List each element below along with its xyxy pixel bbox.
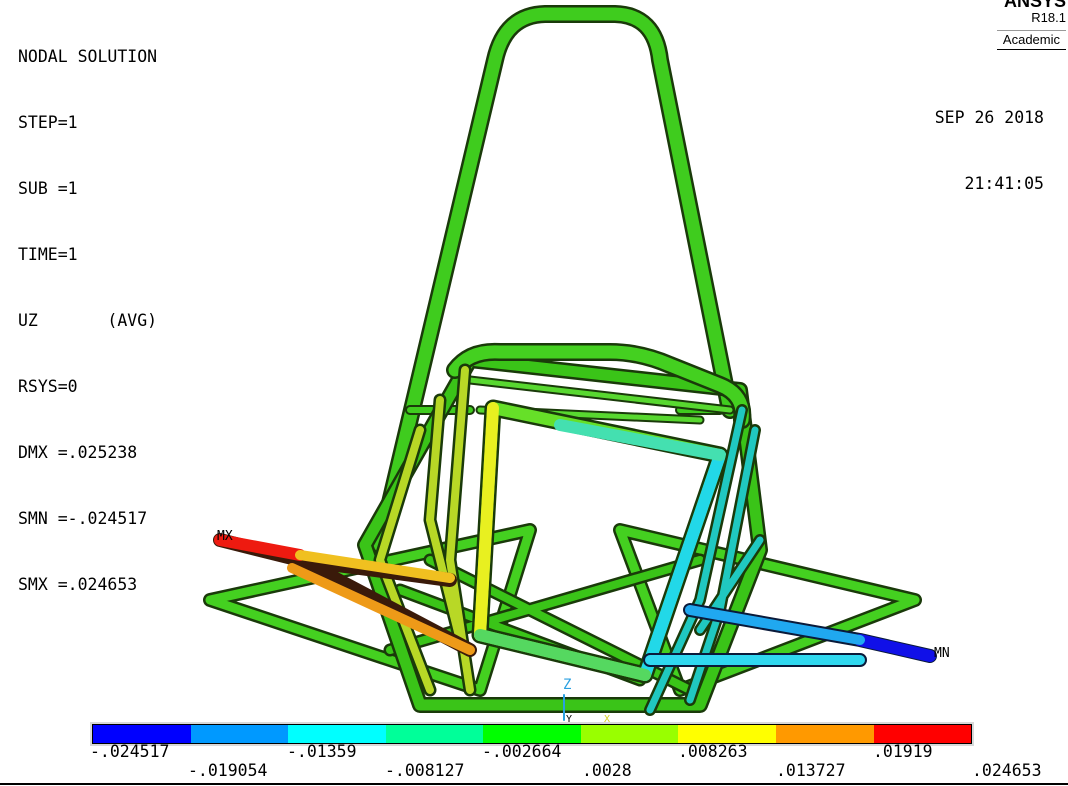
legend-label: -.008127 — [385, 761, 465, 780]
max-marker: MX — [217, 529, 233, 544]
info-step: STEP=1 — [18, 113, 78, 132]
legend-tick-labels: -.024517 -.01359 -.002664 .008263 .01919… — [0, 742, 1068, 782]
edition-badge: Academic — [996, 30, 1066, 50]
bottom-border — [0, 783, 1068, 785]
legend-swatch — [483, 725, 581, 743]
date-label: SEP 26 2018 — [934, 108, 1044, 127]
legend-label: .0028 — [582, 761, 632, 780]
info-smx: SMX =.024653 — [18, 575, 138, 594]
legend-label: .013727 — [776, 761, 846, 780]
legend-swatch — [678, 725, 776, 743]
legend-label: -.019054 — [188, 761, 268, 780]
legend-swatch — [288, 725, 386, 743]
legend-label: -.024517 — [90, 742, 170, 761]
info-time: TIME=1 — [18, 245, 78, 264]
info-sub: SUB =1 — [18, 179, 78, 198]
info-result: UZ (AVG) — [18, 311, 158, 330]
axis-y-label: Y — [566, 714, 572, 725]
axis-z-label: Z — [563, 677, 571, 693]
legend-swatch — [580, 725, 679, 743]
time-label: 21:41:05 — [964, 174, 1044, 193]
legend-label: .01919 — [873, 742, 933, 761]
info-dmx: DMX =.025238 — [18, 443, 138, 462]
axis-x-label: X — [604, 714, 610, 725]
legend-label: .008263 — [678, 742, 748, 761]
legend-swatch — [775, 725, 874, 743]
contour-legend-bar — [92, 724, 972, 744]
legend-swatch — [190, 725, 289, 743]
legend-label: -.01359 — [287, 742, 357, 761]
solution-info: NODAL SOLUTION STEP=1 SUB =1 TIME=1 UZ (… — [18, 2, 157, 618]
legend-label: .024653 — [972, 761, 1042, 780]
timestamp: SEP 26 2018 21:41:05 — [935, 63, 1044, 217]
info-smn: SMN =-.024517 — [18, 509, 148, 528]
solution-title: NODAL SOLUTION — [18, 47, 158, 66]
version-label: R18.1 — [1031, 10, 1066, 25]
min-marker: MN — [934, 646, 950, 661]
legend-swatch — [93, 725, 191, 743]
legend-swatch — [385, 725, 484, 743]
legend-label: -.002664 — [482, 742, 562, 761]
ansys-logo: ANSYS — [1003, 0, 1066, 11]
info-rsys: RSYS=0 — [18, 377, 78, 396]
legend-swatch — [873, 725, 972, 743]
ansys-branding: ANSYS R18.1 Academic — [996, 0, 1066, 50]
